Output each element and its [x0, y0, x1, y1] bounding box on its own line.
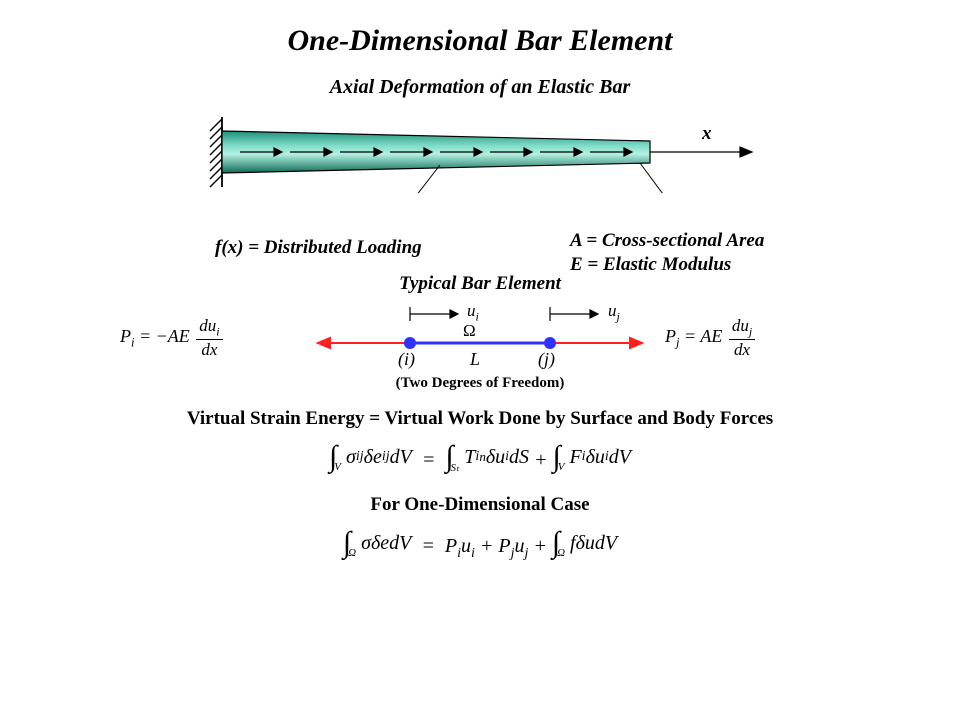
pj-equation: Pj = AE duj dx — [665, 317, 757, 358]
element-diagram: Pi = −AE dui dx ui — [100, 303, 860, 373]
dui-dx-fraction: dui dx — [196, 317, 222, 358]
subtitle: Axial Deformation of an Elastic Bar — [0, 76, 960, 99]
one-d-equation: ∫Ω σδedV = Piui + Pjuj + ∫Ω fδudV — [0, 526, 960, 562]
virtual-work-equation: ∫V σij δeij dV = ∫Sₜ Tin δui dS + ∫V Fi … — [0, 440, 960, 474]
one-d-title: For One-Dimensional Case — [0, 494, 960, 516]
pi-equation: Pi = −AE dui dx — [120, 317, 225, 358]
a-label: A = Cross-sectional Area — [570, 230, 764, 251]
bar-diagram: x — [180, 113, 780, 183]
ae-label: A = Cross-sectional Area E = Elastic Mod… — [570, 229, 764, 277]
node-i-label: (i) — [398, 349, 415, 370]
pi-symbol: Pi — [120, 326, 135, 346]
x-axis-label: x — [702, 123, 712, 145]
page-title: One-Dimensional Bar Element — [0, 0, 960, 58]
dof-caption: (Two Degrees of Freedom) — [0, 375, 960, 392]
pj-symbol: Pj — [665, 326, 680, 346]
virtual-work-text: Virtual Strain Energy = Virtual Work Don… — [0, 408, 960, 430]
uj-label: uj — [608, 301, 620, 324]
pj-eq-text: = AE — [684, 326, 727, 346]
omega-label: Ω — [463, 321, 476, 341]
length-label: L — [470, 349, 480, 370]
element-title: Typical Bar Element — [0, 273, 960, 295]
bar-annotations: f(x) = Distributed Loading A = Cross-sec… — [130, 243, 830, 263]
duj-dx-fraction: duj dx — [729, 317, 755, 358]
e-label: E = Elastic Modulus — [570, 254, 731, 275]
pi-eq-text: = −AE — [139, 326, 194, 346]
node-j-label: (j) — [538, 349, 555, 370]
fx-label: f(x) = Distributed Loading — [215, 237, 422, 259]
